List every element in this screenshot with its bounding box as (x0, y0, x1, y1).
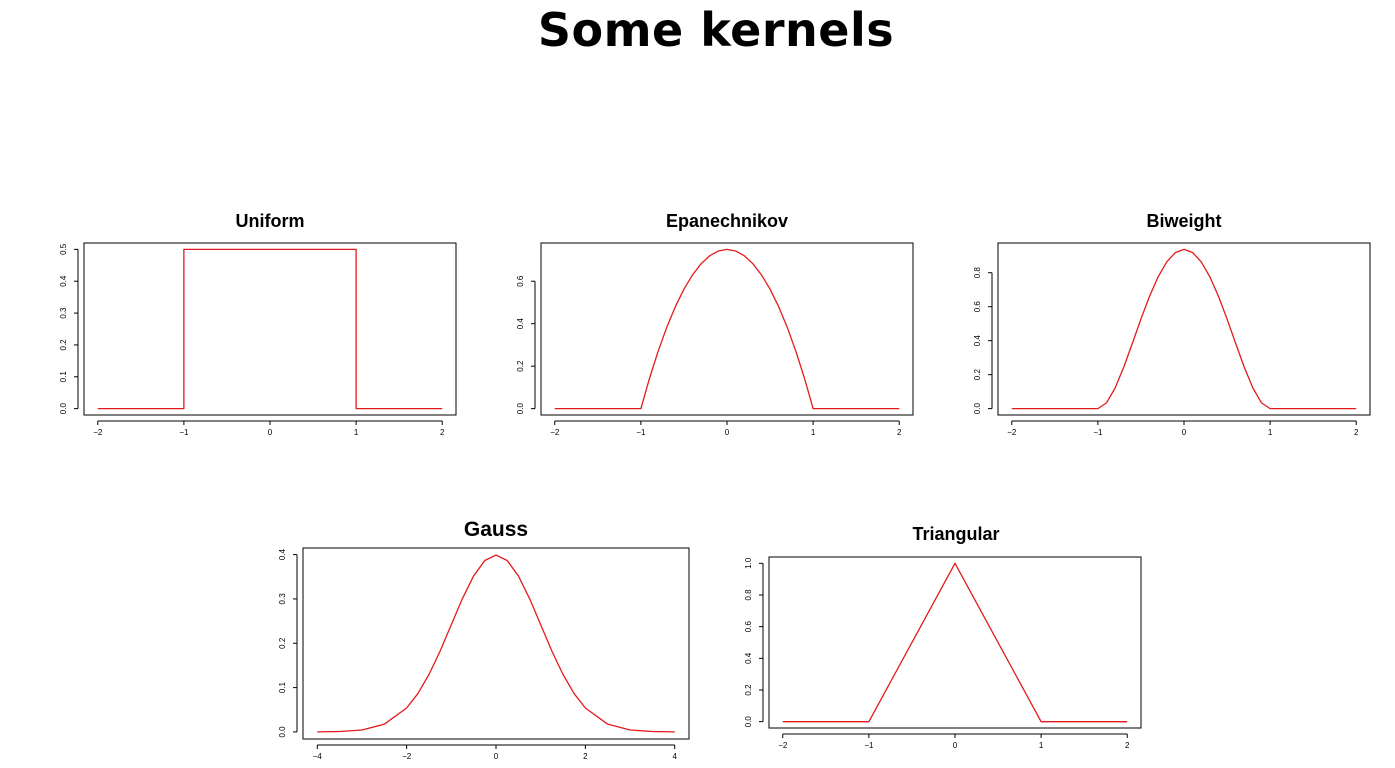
y-tick-label-epanechnikov: 0.4 (516, 318, 525, 330)
x-tick-label-triangular: 0 (953, 741, 958, 750)
x-tick-label-biweight: 2 (1354, 428, 1359, 437)
kernel-curve-gauss (317, 554, 675, 733)
x-tick-label-uniform: 1 (354, 428, 359, 437)
x-tick-label-epanechnikov: 1 (811, 428, 816, 437)
y-tick-label-triangular: 1.0 (744, 557, 753, 569)
y-tick-label-biweight: 0.8 (973, 267, 982, 279)
x-tick-label-uniform: 0 (268, 428, 273, 437)
x-tick-label-triangular: −2 (778, 741, 788, 750)
y-tick-label-uniform: 0.3 (59, 307, 68, 319)
y-tick-label-epanechnikov: 0.2 (516, 360, 525, 372)
kernel-curve-biweight (1011, 248, 1357, 410)
x-tick-label-gauss: 2 (583, 752, 588, 761)
x-tick-label-epanechnikov: −1 (636, 428, 646, 437)
kernel-curve-epanechnikov (554, 248, 900, 410)
y-tick-label-biweight: 0.4 (973, 335, 982, 347)
plot-frame-triangular (768, 556, 1142, 729)
x-tick-label-biweight: 0 (1182, 428, 1187, 437)
chart-title-gauss: Gauss (463, 518, 529, 541)
plot-frame-epanechnikov (540, 242, 914, 416)
y-tick-label-uniform: 0.0 (59, 403, 68, 415)
x-tick-label-biweight: −2 (1007, 428, 1017, 437)
y-tick-label-uniform: 0.5 (59, 243, 68, 255)
x-tick-label-triangular: 1 (1039, 741, 1044, 750)
y-tick-label-uniform: 0.1 (59, 371, 68, 383)
y-tick-label-biweight: 0.6 (973, 301, 982, 313)
chart-title-uniform: Uniform (235, 211, 305, 231)
chart-title-biweight: Biweight (1146, 211, 1222, 231)
y-tick-label-gauss: 0.0 (278, 726, 287, 738)
x-tick-label-gauss: −2 (402, 752, 412, 761)
x-tick-label-triangular: −1 (864, 741, 874, 750)
x-tick-label-gauss: 0 (494, 752, 499, 761)
y-tick-label-triangular: 0.6 (744, 621, 753, 633)
y-tick-label-gauss: 0.1 (278, 681, 287, 693)
y-tick-label-uniform: 0.4 (59, 275, 68, 287)
x-tick-label-uniform: −2 (93, 428, 103, 437)
y-tick-label-epanechnikov: 0.0 (516, 403, 525, 415)
x-tick-label-biweight: 1 (1268, 428, 1273, 437)
y-tick-label-uniform: 0.2 (59, 339, 68, 351)
x-tick-label-uniform: 2 (440, 428, 445, 437)
y-tick-label-gauss: 0.4 (278, 548, 287, 560)
plot-frame-gauss (302, 547, 690, 740)
plot-frame-biweight (997, 242, 1371, 416)
kernel-curve-triangular (782, 562, 1128, 723)
slide-title: Some kernels (537, 3, 895, 57)
y-tick-label-epanechnikov: 0.6 (516, 275, 525, 287)
y-tick-label-biweight: 0.2 (973, 369, 982, 381)
x-tick-label-triangular: 2 (1125, 741, 1130, 750)
y-tick-label-gauss: 0.3 (278, 593, 287, 605)
y-tick-label-triangular: 0.0 (744, 716, 753, 728)
x-tick-label-biweight: −1 (1093, 428, 1103, 437)
y-tick-label-triangular: 0.4 (744, 652, 753, 664)
kernel-curve-uniform (97, 248, 443, 410)
x-tick-label-epanechnikov: 0 (725, 428, 730, 437)
plot-frame-uniform (83, 242, 457, 416)
x-tick-label-uniform: −1 (179, 428, 189, 437)
x-tick-label-gauss: −4 (313, 752, 323, 761)
y-tick-label-triangular: 0.2 (744, 684, 753, 696)
y-tick-label-gauss: 0.2 (278, 637, 287, 649)
x-tick-label-gauss: 4 (672, 752, 677, 761)
y-tick-label-triangular: 0.8 (744, 589, 753, 601)
x-tick-label-epanechnikov: 2 (897, 428, 902, 437)
chart-title-epanechnikov: Epanechnikov (665, 211, 789, 231)
y-tick-label-biweight: 0.0 (973, 403, 982, 415)
chart-title-triangular: Triangular (912, 524, 1000, 544)
x-tick-label-epanechnikov: −2 (550, 428, 560, 437)
